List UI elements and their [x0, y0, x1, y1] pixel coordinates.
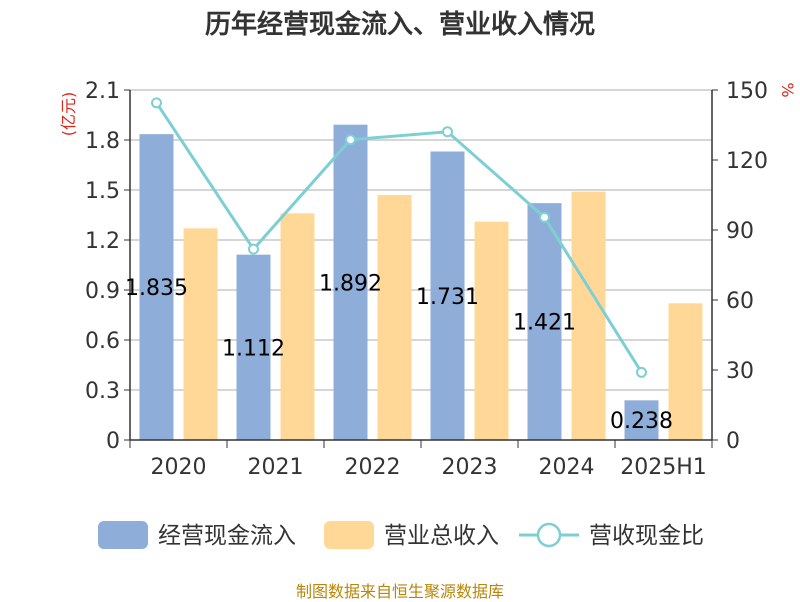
left-axis-tick-label: 0.9: [85, 279, 120, 304]
left-axis-tick-label: 1.2: [85, 229, 120, 254]
bar-data-label: 1.112: [222, 336, 285, 361]
bar-series: [139, 124, 703, 441]
legend-item-ratio: 营收现金比: [519, 522, 704, 549]
bar-cash-inflow: [430, 151, 465, 440]
left-axis-tick-label: 0.6: [85, 329, 120, 354]
chart-title: 历年经营现金流入、营业收入情况: [204, 10, 595, 40]
left-axis-tick-label: 1.5: [85, 179, 120, 204]
bar-revenue: [377, 195, 412, 440]
legend-label: 营收现金比: [589, 523, 704, 549]
right-axis-tick-label: 150: [726, 79, 768, 104]
ratio-line: [155, 102, 643, 374]
right-axis-tick-label: 90: [726, 219, 754, 244]
right-axis-tick-label: 60: [726, 289, 754, 314]
legend: 经营现金流入 营业总收入 营收现金比: [98, 521, 704, 549]
x-axis-tick-label: 2024: [539, 455, 595, 480]
left-axis-tick-label: 1.8: [85, 129, 120, 154]
bar-cash-inflow: [527, 203, 562, 440]
ratio-point: [151, 97, 162, 109]
ratio-point: [636, 366, 647, 378]
bar-cash-inflow: [236, 254, 271, 440]
x-axis-tick-label: 2023: [442, 455, 498, 480]
ratio-line-series: [151, 97, 647, 378]
right-axis-unit: %: [778, 82, 797, 97]
bar-cash-inflow: [333, 124, 368, 441]
x-axis-tick-label: 2020: [151, 455, 207, 480]
legend-swatch: [98, 521, 148, 549]
right-axis-tick-label: 30: [726, 359, 754, 384]
bar-data-label: 1.835: [125, 276, 188, 301]
bar-cash-inflow: [624, 400, 659, 440]
left-axis-tick-label: 2.1: [85, 79, 120, 104]
data-labels: 1.835 1.112 1.892 1.731 1.421 0.238: [125, 271, 673, 434]
x-axis-tick-label: 2022: [345, 455, 401, 480]
legend-label: 经营现金流入: [158, 523, 296, 549]
legend-item-cash-inflow: 经营现金流入: [98, 521, 296, 549]
legend-label: 营业总收入: [384, 523, 499, 549]
x-axis-tick-label: 2021: [248, 455, 304, 480]
gridlines: [130, 89, 712, 391]
bar-revenue: [280, 213, 315, 440]
bar-revenue: [474, 221, 509, 440]
right-axis-tick-label: 120: [726, 149, 768, 174]
bar-revenue: [668, 303, 703, 440]
left-axis-tick-label: 0: [106, 429, 120, 454]
ratio-point: [539, 211, 550, 223]
bar-data-label: 1.892: [319, 271, 382, 296]
bar-data-label: 1.731: [416, 285, 479, 310]
right-axis-tick-label: 0: [726, 429, 740, 454]
source-note: 制图数据来自恒生聚源数据库: [295, 582, 504, 601]
ratio-point: [345, 134, 356, 146]
bar-data-label: 1.421: [513, 311, 576, 336]
ratio-point: [442, 126, 453, 138]
ratio-point: [248, 243, 259, 255]
bar-cash-inflow: [139, 134, 174, 440]
left-axis-tick-label: 0.3: [85, 379, 120, 404]
bar-revenue: [183, 228, 218, 440]
axes: 0 0.3 0.6 0.9 1.2 1.5 1.8 2.1 0 30 60 90 120 150 (亿元)%…: [59, 79, 797, 480]
bar-data-label: 0.238: [610, 409, 673, 434]
left-axis-unit: (亿元): [59, 92, 78, 137]
bar-revenue: [571, 191, 606, 440]
legend-item-revenue: 营业总收入: [324, 521, 499, 549]
legend-swatch: [324, 521, 374, 549]
x-axis-tick-label: 2025H1: [620, 455, 707, 480]
legend-marker: [536, 522, 562, 548]
